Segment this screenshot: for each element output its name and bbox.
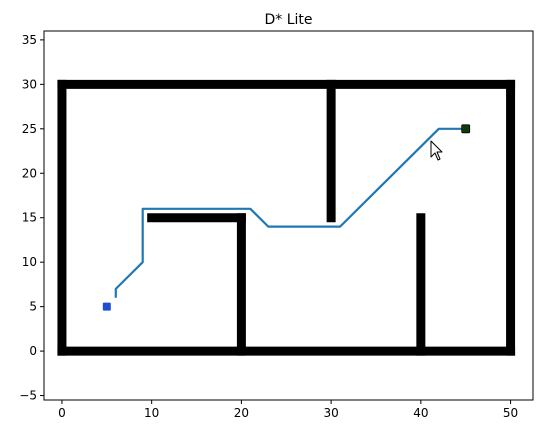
path-layer (114, 127, 466, 298)
x-tick-label: 50 (503, 406, 518, 420)
x-tick-label: 40 (413, 406, 428, 420)
y-ticks: −5 0 5 10 15 20 25 30 35 (19, 33, 44, 403)
y-tick-label: 0 (29, 344, 37, 358)
mouse-cursor-shape (430, 140, 443, 161)
y-tick-label: 35 (22, 33, 37, 47)
marker-layer (102, 124, 471, 311)
y-tick-label: 10 (22, 255, 37, 269)
axes-frame (43, 30, 534, 401)
start-marker (102, 302, 111, 311)
mouse-cursor-icon (430, 140, 443, 161)
y-tick-label: 15 (22, 211, 37, 225)
axes-border (43, 30, 534, 401)
y-tick-label: 5 (29, 300, 37, 314)
y-tick-label: 30 (22, 77, 37, 91)
x-tick-label: 10 (144, 406, 159, 420)
chart-title: D* Lite (264, 12, 312, 28)
x-tick-label: 20 (234, 406, 249, 420)
y-tick-label: 20 (22, 166, 37, 180)
y-tick-label: 25 (22, 122, 37, 136)
x-ticks: 0 10 20 30 40 50 (58, 400, 518, 420)
y-tick-label: −5 (19, 389, 37, 403)
x-tick-label: 0 (58, 406, 66, 420)
planned-path (114, 127, 466, 298)
goal-marker (461, 124, 471, 134)
obstacle-layer (57, 79, 516, 356)
x-tick-label: 30 (323, 406, 338, 420)
